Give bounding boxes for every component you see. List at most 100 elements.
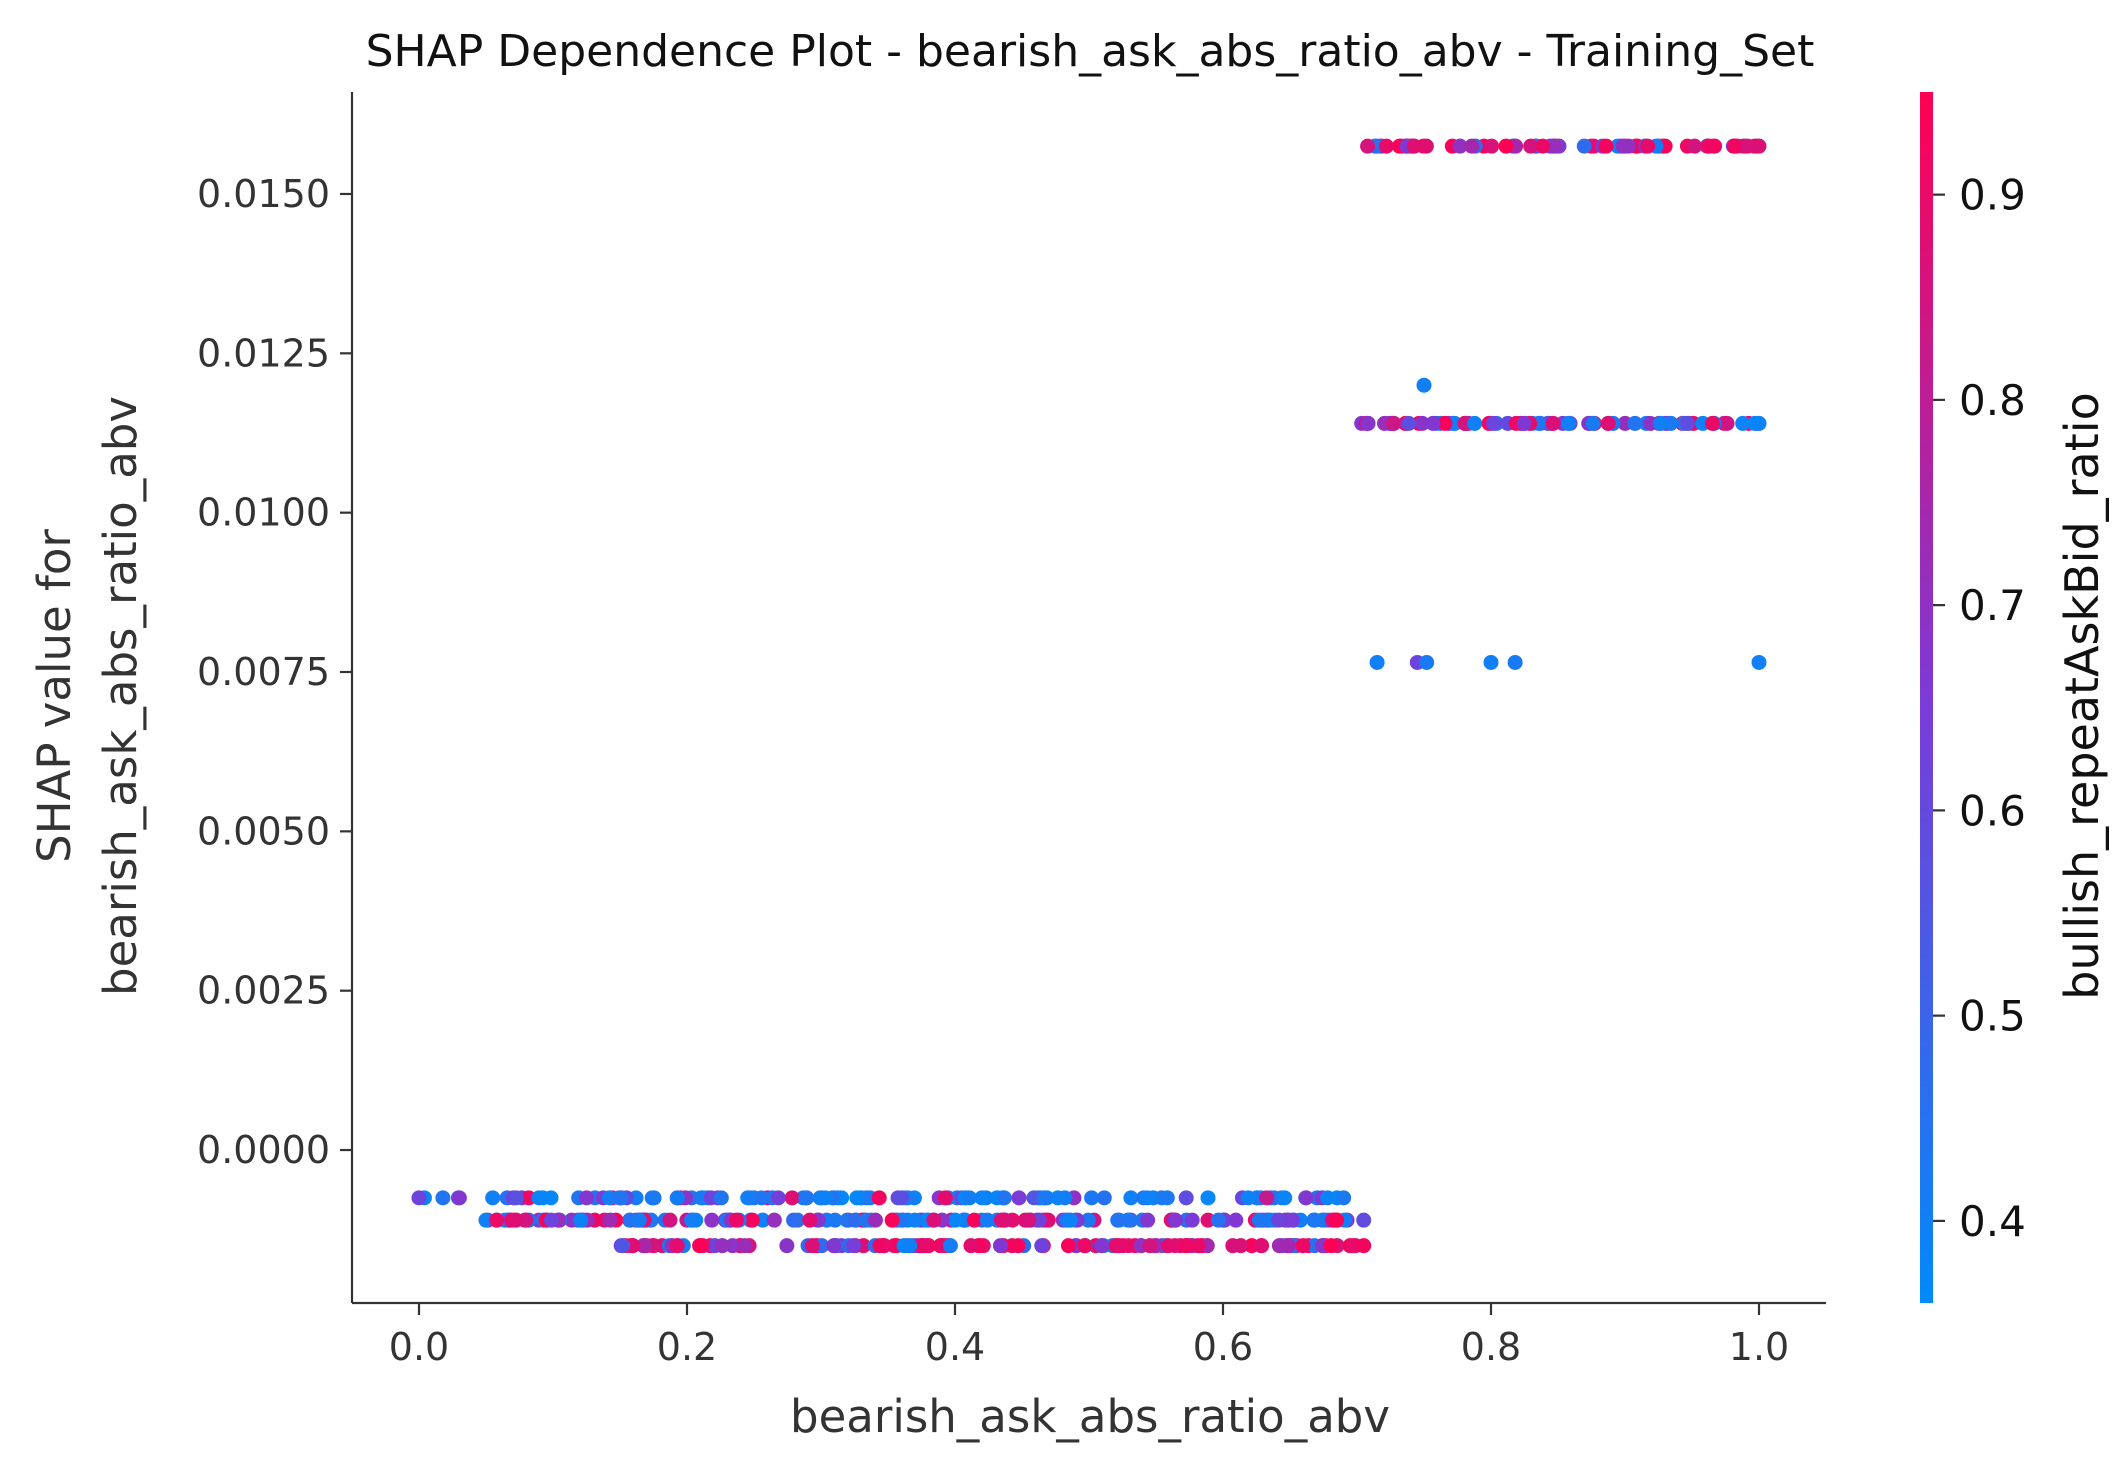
x-tick-label: 0.4 [925,1325,985,1369]
data-point [1425,415,1441,431]
data-point [485,1190,501,1206]
data-point [1280,1238,1296,1254]
data-point [1414,415,1430,431]
data-point [1369,654,1385,670]
data-point [1598,138,1614,154]
colorbar-tick-label: 0.5 [1959,992,2026,1041]
y-tick-label: 0.0075 [197,650,330,694]
data-point [827,1212,843,1228]
data-point [1653,415,1669,431]
data-point [704,1212,720,1228]
data-point [1080,1212,1096,1228]
y-tick-label: 0.0125 [197,331,330,375]
data-point [1507,654,1523,670]
data-point [1225,1238,1241,1254]
data-point [1062,1212,1078,1228]
data-point [1560,415,1576,431]
data-point [1419,654,1435,670]
data-point [871,1190,887,1206]
data-point [974,1190,990,1206]
data-point [644,1190,660,1206]
data-point [602,1212,618,1228]
data-point [1545,415,1561,431]
data-point [1600,415,1616,431]
data-point [725,1238,741,1254]
colorbar-tick-label: 0.9 [1959,171,2026,220]
data-point [543,1190,559,1206]
data-point [1094,1238,1110,1254]
data-point [1416,377,1432,393]
data-point [613,1190,629,1206]
data-point [1464,138,1480,154]
data-point [779,1238,795,1254]
data-point [1484,138,1500,154]
colorbar-tick-label: 0.7 [1959,581,2026,630]
data-point [669,1238,685,1254]
data-point [1640,138,1656,154]
data-point [947,1212,963,1228]
data-point [543,1212,559,1228]
data-point [1190,1238,1206,1254]
y-axis-label-line-2: bearish_ask_abs_ratio_abv [94,396,147,996]
data-point [884,1212,900,1228]
data-point [1545,138,1561,154]
data-point [1240,1190,1256,1206]
data-point [1123,1190,1139,1206]
data-point [1298,1190,1314,1206]
data-point [1259,1190,1275,1206]
data-point [1401,415,1417,431]
data-point [1077,1238,1093,1254]
data-point [770,1190,786,1206]
x-axis-label: bearish_ask_abs_ratio_abv [790,1390,1390,1443]
data-point [713,1190,729,1206]
data-point [1200,1212,1216,1228]
data-point [435,1190,451,1206]
data-point [961,1190,977,1206]
data-point [1726,138,1742,154]
data-point [518,1212,534,1228]
data-point [1323,1238,1339,1254]
data-point [1483,654,1499,670]
data-point [1228,1212,1244,1228]
chart-title: SHAP Dependence Plot - bearish_ask_abs_r… [366,26,1815,77]
data-point [478,1212,494,1228]
data-point [817,1190,833,1206]
data-point [1627,415,1643,431]
data-point [966,1212,982,1228]
data-point [1621,138,1637,154]
data-point [579,1190,595,1206]
data-point [963,1238,979,1254]
points-layer [411,138,1767,1254]
data-point [1057,1190,1073,1206]
data-point [1386,415,1402,431]
data-point [1707,138,1723,154]
data-point [798,1190,814,1206]
data-point [1452,138,1468,154]
data-point [1378,138,1394,154]
data-point [1306,1212,1322,1228]
data-point [451,1190,467,1206]
data-point [926,1212,942,1228]
data-point [1486,415,1502,431]
y-ticks: 0.0000 0.0025 0.0050 0.0075 0.0100 0.0125 0.01… [197,172,352,1172]
data-point [1200,1190,1216,1206]
data-point [1356,1212,1372,1228]
data-point [1295,1238,1311,1254]
data-point [979,1212,995,1228]
x-tick-label: 0.8 [1461,1325,1521,1369]
data-point [1576,138,1592,154]
x-tick-label: 0.0 [389,1325,449,1369]
data-point [1159,1190,1175,1206]
data-point [744,1212,760,1228]
data-point [996,1190,1012,1206]
data-point [1585,415,1601,431]
data-point [907,1212,923,1228]
data-point [1251,1212,1267,1228]
data-point [766,1212,782,1228]
data-point [902,1238,918,1254]
data-point [1467,415,1483,431]
data-point [714,1238,730,1254]
data-point [867,1212,883,1228]
data-point [1751,654,1767,670]
data-point [1704,415,1720,431]
